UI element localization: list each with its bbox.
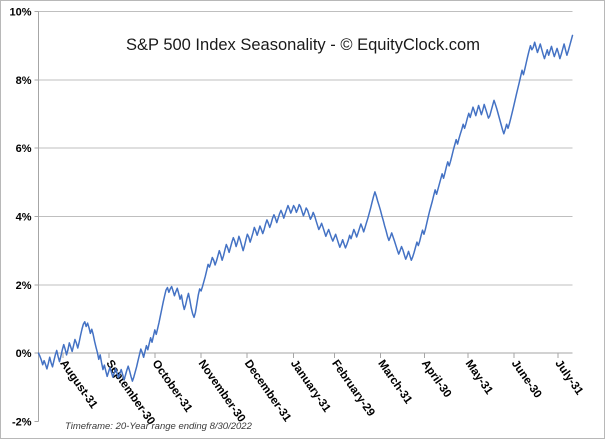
timeframe-footnote: Timeframe: 20-Year range ending 8/30/202… <box>65 421 253 432</box>
x-axis-tick-label: April-30 <box>419 358 453 400</box>
y-axis-tick-label: -2% <box>12 417 32 429</box>
y-axis-tick-label: 6% <box>16 143 32 155</box>
x-axis-tick-label: November-30 <box>196 358 248 425</box>
x-axis <box>38 352 573 359</box>
x-axis-tick-label: October-31 <box>150 358 195 415</box>
y-axis-tick-label: 10% <box>9 7 31 19</box>
x-axis-tick-label: September-30 <box>103 358 156 427</box>
y-axis-tick-label: 4% <box>16 212 32 224</box>
x-axis-tick-label: June-30 <box>509 358 544 400</box>
x-axis-tick-label: August-31 <box>57 358 99 411</box>
x-axis-tick-label: December-31 <box>242 358 294 425</box>
y-axis-tick-label: 0% <box>16 348 32 360</box>
x-axis-tick-label: July-31 <box>552 358 585 398</box>
x-axis-tick-label: March-31 <box>375 358 414 407</box>
x-axis-tick-label: May-31 <box>463 358 496 397</box>
chart-title: S&P 500 Index Seasonality - © EquityCloc… <box>126 36 480 54</box>
seasonality-data-line <box>37 34 574 382</box>
x-axis-tick-label: February-29 <box>329 358 377 419</box>
y-axis-tick-labels: -2% 0% 2% 4% 6% 8% 10% <box>9 7 31 429</box>
y-axis-tick-label: 2% <box>16 280 32 292</box>
x-axis-tick-label: January-31 <box>288 358 333 415</box>
y-axis-tick-label: 8% <box>16 75 32 87</box>
